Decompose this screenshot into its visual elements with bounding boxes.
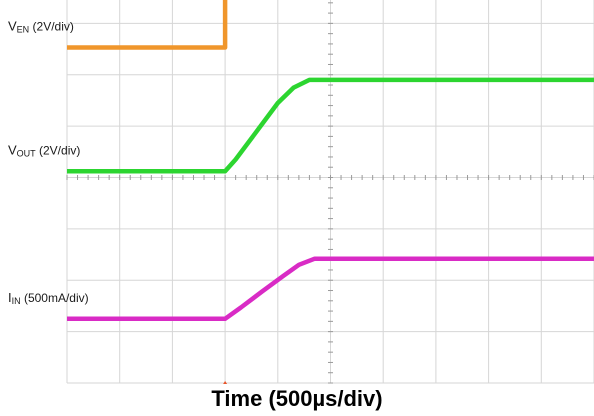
trace-label-out: VOUT (2V/div): [8, 142, 80, 158]
trace-en: [67, 0, 228, 50]
oscilloscope-plot: VEN (2V/div) VOUT (2V/div) IIN (500mA/div): [8, 0, 594, 384]
x-axis-label: Time (500µs/div): [211, 386, 383, 411]
trace-out: [67, 77, 594, 174]
trace-in: [67, 256, 594, 322]
trace-labels: VEN (2V/div) VOUT (2V/div) IIN (500mA/div): [8, 19, 89, 306]
trigger-marker: [223, 381, 228, 384]
waveform-traces: [67, 0, 594, 322]
trace-label-in: IIN (500mA/div): [8, 290, 89, 306]
trace-label-en: VEN (2V/div): [8, 19, 74, 35]
graticule-grid: [66, 0, 594, 384]
